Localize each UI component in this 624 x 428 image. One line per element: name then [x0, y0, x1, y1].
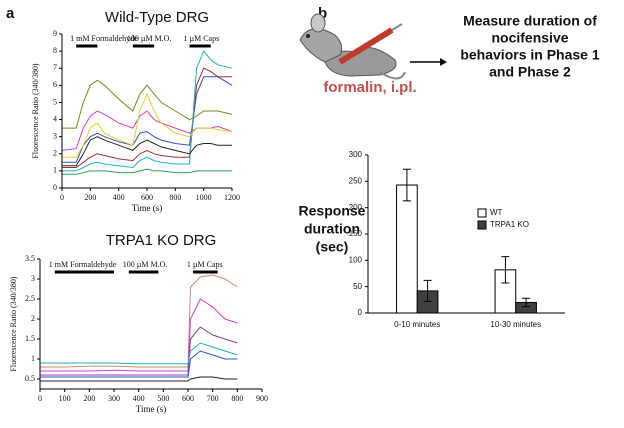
legend-swatch	[477, 220, 487, 230]
annotation-label: 1 µM Caps	[187, 260, 223, 269]
chart-title: Wild-Type DRG	[105, 9, 209, 26]
x-tick-label: 0-10 minutes	[394, 320, 440, 329]
annotation-label: 1 mM Formaldehyde	[49, 260, 117, 269]
y-tick-label: 1	[31, 354, 35, 363]
diagram-text: and Phase 2	[489, 64, 571, 80]
x-axis-label: Time (s)	[136, 404, 166, 414]
trace	[40, 274, 238, 368]
y-tick-label: 5	[53, 97, 57, 106]
x-tick-label: 800	[231, 394, 243, 403]
y-tick-label: 7	[53, 63, 57, 72]
x-tick-label: 200	[83, 394, 95, 403]
x-tick-label: 700	[207, 394, 219, 403]
trace	[62, 168, 232, 175]
y-tick-label: 3	[31, 274, 35, 283]
y-tick-label: 3.5	[25, 254, 35, 263]
y-tick-label: 2	[31, 314, 35, 323]
y-axis-label: Fluorescence Ratio (340/380)	[9, 276, 18, 371]
bar	[396, 184, 418, 314]
mouse-illustration	[299, 13, 406, 80]
error-bar	[423, 279, 432, 302]
x-axis-label: Time (s)	[132, 203, 162, 213]
error-bar	[402, 168, 411, 202]
trace	[40, 326, 238, 376]
annotation-label: 1 µM Caps	[184, 34, 220, 43]
y-tick-label: 200	[349, 203, 363, 212]
diagram-text: Measure duration of	[463, 13, 597, 29]
diagram-text: behaviors in Phase 1	[460, 47, 599, 63]
x-tick-label: 1200	[224, 193, 240, 202]
x-tick-label: 500	[157, 394, 169, 403]
trace	[62, 50, 233, 172]
annotation-label: 100 µM M.O.	[123, 260, 168, 269]
y-tick-label: 100	[349, 255, 363, 264]
y-tick-label: 50	[353, 282, 362, 291]
panel-label: a	[6, 5, 15, 22]
y-tick-label: 6	[53, 80, 57, 89]
x-tick-label: 600	[182, 394, 194, 403]
y-tick-label: 1.5	[25, 334, 35, 343]
y-axis-label: (sec)	[316, 239, 349, 255]
arrow-head	[440, 58, 447, 66]
trace	[40, 298, 238, 372]
y-tick-label: 250	[349, 176, 363, 185]
trace	[62, 76, 233, 163]
chart-title: TRPA1 KO DRG	[106, 232, 217, 249]
y-axis-label: duration	[304, 221, 360, 237]
injection-label: formalin, i.pl.	[323, 79, 416, 96]
trace	[40, 350, 238, 378]
trace	[62, 67, 232, 168]
y-tick-label: 0	[53, 183, 57, 192]
legend-label: WT	[490, 208, 503, 217]
trace	[40, 376, 238, 382]
x-tick-label: 10-30 minutes	[490, 320, 541, 329]
trace	[62, 79, 233, 129]
trace	[62, 136, 232, 167]
error-bar	[501, 256, 510, 284]
y-tick-label: 300	[349, 150, 363, 159]
error-bar	[522, 297, 531, 308]
annotation-label: 100 µM M.O.	[127, 34, 172, 43]
annotation-label: 1 mM Formaldehyde	[70, 34, 138, 43]
x-tick-label: 100	[59, 394, 71, 403]
y-tick-label: 2	[53, 149, 57, 158]
legend-swatch	[477, 208, 487, 218]
y-axis-label: Response	[299, 203, 366, 219]
x-tick-label: 0	[38, 394, 42, 403]
panel-label: b	[318, 5, 327, 22]
x-tick-label: 0	[60, 193, 64, 202]
x-tick-label: 600	[141, 193, 153, 202]
x-tick-label: 200	[84, 193, 96, 202]
x-tick-label: 400	[133, 394, 145, 403]
y-tick-label: 150	[349, 229, 363, 238]
y-tick-label: 8	[53, 46, 57, 55]
x-tick-label: 1000	[196, 193, 212, 202]
y-tick-label: 3	[53, 131, 57, 140]
y-tick-label: 4	[53, 114, 57, 123]
x-tick-label: 900	[256, 394, 268, 403]
y-tick-label: 0	[358, 308, 363, 317]
x-tick-label: 400	[113, 193, 125, 202]
trace	[40, 342, 238, 365]
trace	[62, 92, 233, 158]
y-tick-label: 1	[53, 166, 57, 175]
diagram-text: nocifensive	[491, 30, 568, 46]
y-tick-label: 2.5	[25, 294, 35, 303]
y-axis-label: Fluorescence Ratio (340/380)	[31, 63, 40, 158]
y-tick-label: 0.5	[25, 374, 35, 383]
y-tick-label: 9	[53, 29, 57, 38]
x-tick-label: 300	[108, 394, 120, 403]
legend-label: TRPA1 KO	[490, 220, 529, 229]
x-tick-label: 800	[169, 193, 181, 202]
